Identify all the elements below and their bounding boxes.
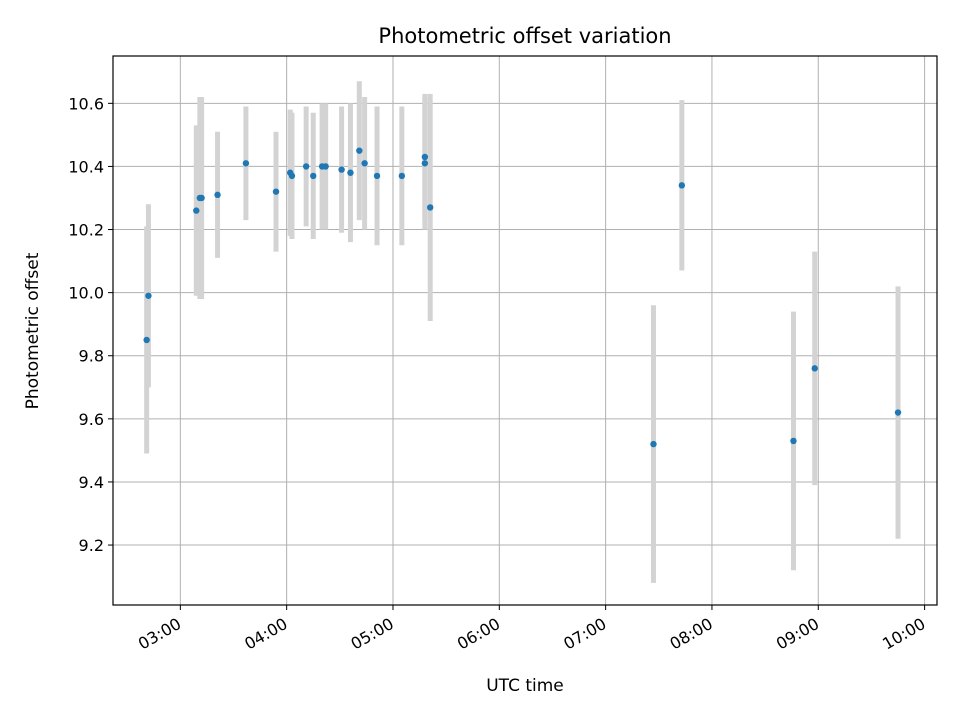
- grid: [113, 56, 937, 605]
- data-point: [356, 147, 363, 154]
- data-point: [145, 292, 152, 299]
- data-point: [421, 153, 429, 161]
- data-point: [198, 194, 205, 202]
- data-point: [272, 188, 280, 195]
- y-axis-label: Photometric offset: [23, 252, 43, 409]
- y-tick-label: 10.2: [68, 221, 104, 240]
- data-point: [790, 437, 797, 445]
- y-tick-label: 9.4: [79, 473, 104, 492]
- x-tick-label: 03:00: [135, 614, 184, 654]
- x-tick-label: 10:00: [879, 614, 928, 654]
- data-point: [426, 204, 434, 211]
- data-point: [322, 163, 329, 170]
- data-point: [302, 163, 310, 170]
- data-point: [338, 166, 345, 173]
- error-bars: [144, 81, 901, 583]
- y-tick-label: 10.6: [68, 94, 104, 113]
- y-tick-label: 9.8: [79, 347, 104, 366]
- x-tick-label: 08:00: [667, 614, 716, 654]
- data-point: [288, 172, 296, 180]
- data-point: [214, 191, 221, 199]
- data-point: [650, 440, 657, 448]
- data-points: [143, 147, 902, 448]
- x-tick-label: 05:00: [348, 614, 397, 654]
- y-tick-label: 9.2: [79, 536, 104, 555]
- y-axis-ticks: 9.2 9.4 9.6 9.8 10.0 10.2 10.4 10.6: [68, 94, 113, 555]
- data-point: [193, 207, 200, 214]
- data-point: [398, 172, 406, 180]
- data-point: [811, 365, 818, 372]
- x-tick-label: 09:00: [773, 614, 822, 654]
- y-tick-label: 9.6: [79, 410, 104, 429]
- plot-frame: [112, 55, 938, 606]
- y-tick-label: 10.0: [68, 284, 104, 303]
- data-point: [421, 160, 429, 167]
- y-tick-label: 10.4: [68, 157, 104, 176]
- x-tick-label: 07:00: [560, 614, 609, 654]
- x-axis-ticks: 03:00 04:00 05:00 06:00 07:00 08:00 09:00 10:00: [135, 605, 929, 654]
- data-point: [143, 336, 150, 344]
- data-point: [310, 172, 317, 180]
- data-point: [894, 409, 902, 416]
- chart-title: Photometric offset variation: [378, 24, 671, 48]
- x-axis-label: UTC time: [486, 676, 564, 696]
- data-point: [242, 160, 250, 167]
- data-point: [347, 169, 354, 176]
- x-tick-label: 04:00: [241, 614, 290, 654]
- data-point: [373, 172, 381, 180]
- data-point: [361, 160, 368, 167]
- data-point: [678, 182, 686, 189]
- x-tick-label: 06:00: [454, 614, 503, 654]
